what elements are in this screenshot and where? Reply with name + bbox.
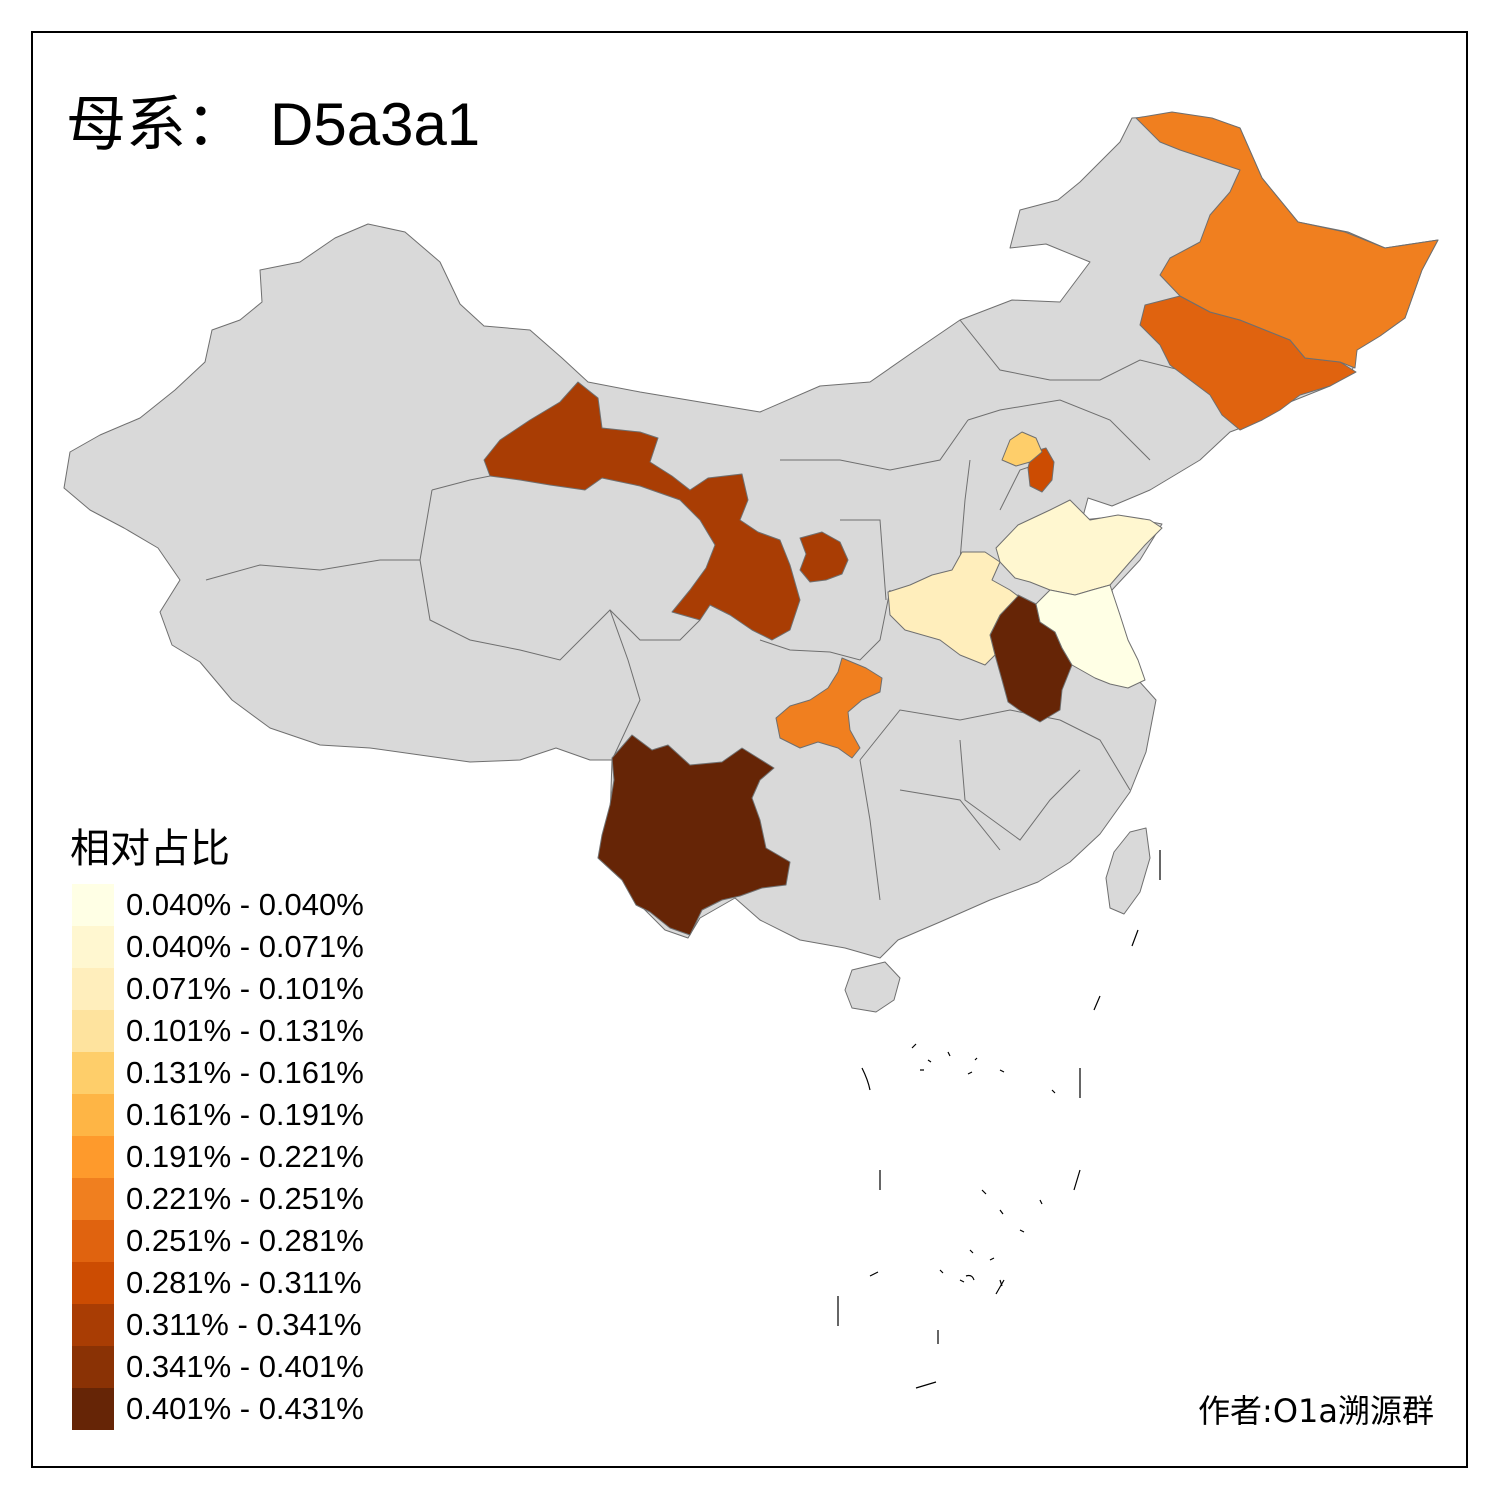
legend-label: 0.101% - 0.131% bbox=[126, 1013, 364, 1048]
hainan-island bbox=[844, 961, 901, 1013]
region-jiangsu bbox=[1035, 584, 1146, 689]
legend-swatch bbox=[72, 1346, 114, 1388]
region-yunnan bbox=[597, 734, 791, 936]
legend-swatch bbox=[72, 968, 114, 1010]
map-title: 母系： D5a3a1 bbox=[66, 76, 480, 163]
legend-swatch bbox=[72, 1178, 114, 1220]
author-credit: 作者:O1a溯源群 bbox=[1198, 1392, 1434, 1430]
legend-row: 0.040% - 0.071% bbox=[72, 926, 364, 968]
legend-row: 0.071% - 0.101% bbox=[72, 968, 364, 1010]
legend-label: 0.040% - 0.071% bbox=[126, 929, 364, 964]
region-shandong bbox=[995, 499, 1163, 596]
region-chongqing bbox=[775, 657, 883, 759]
legend-swatch bbox=[72, 884, 114, 926]
legend-row: 0.311% - 0.341% bbox=[72, 1304, 364, 1346]
legend-row: 0.101% - 0.131% bbox=[72, 1010, 364, 1052]
south-sea-islets bbox=[837, 850, 1161, 1389]
legend-swatch bbox=[72, 1388, 114, 1430]
legend-row: 0.251% - 0.281% bbox=[72, 1220, 364, 1262]
legend-label: 0.191% - 0.221% bbox=[126, 1139, 364, 1174]
region-heilongjiang bbox=[1135, 111, 1439, 369]
region-ningxia bbox=[799, 531, 849, 583]
legend-label: 0.401% - 0.431% bbox=[126, 1391, 364, 1426]
legend-row: 0.040% - 0.040% bbox=[72, 884, 364, 926]
haplogroup-name: D5a3a1 bbox=[270, 91, 481, 158]
legend-row: 0.281% - 0.311% bbox=[72, 1262, 364, 1304]
legend-label: 0.251% - 0.281% bbox=[126, 1223, 364, 1258]
region-beijing bbox=[1001, 431, 1043, 467]
legend-swatch bbox=[72, 1262, 114, 1304]
legend-swatch bbox=[72, 1052, 114, 1094]
legend-row: 0.221% - 0.251% bbox=[72, 1178, 364, 1220]
legend-label: 0.341% - 0.401% bbox=[126, 1349, 364, 1384]
title-prefix: 母系： bbox=[66, 90, 246, 160]
legend-label: 0.221% - 0.251% bbox=[126, 1181, 364, 1216]
legend-swatch bbox=[72, 1094, 114, 1136]
legend-row: 0.191% - 0.221% bbox=[72, 1136, 364, 1178]
map-frame bbox=[31, 31, 1468, 1468]
legend-row: 0.401% - 0.431% bbox=[72, 1388, 364, 1430]
legend-swatch bbox=[72, 1010, 114, 1052]
legend-swatch bbox=[72, 1136, 114, 1178]
legend-label: 0.281% - 0.311% bbox=[126, 1265, 362, 1300]
legend-title: 相对占比 bbox=[70, 826, 230, 872]
legend: 0.040% - 0.040% 0.040% - 0.071% 0.071% - 0… bbox=[72, 884, 364, 1430]
legend-row: 0.161% - 0.191% bbox=[72, 1094, 364, 1136]
legend-row: 0.341% - 0.401% bbox=[72, 1346, 364, 1388]
legend-swatch bbox=[72, 1220, 114, 1262]
region-tianjin bbox=[1027, 447, 1055, 493]
legend-label: 0.131% - 0.161% bbox=[126, 1055, 364, 1090]
legend-label: 0.311% - 0.341% bbox=[126, 1307, 362, 1342]
legend-label: 0.071% - 0.101% bbox=[126, 971, 364, 1006]
legend-row: 0.131% - 0.161% bbox=[72, 1052, 364, 1094]
region-gansu bbox=[483, 381, 801, 641]
legend-swatch bbox=[72, 926, 114, 968]
taiwan-island bbox=[1105, 827, 1151, 915]
region-henan bbox=[887, 551, 1019, 666]
legend-swatch bbox=[72, 1304, 114, 1346]
legend-label: 0.040% - 0.040% bbox=[126, 887, 364, 922]
legend-label: 0.161% - 0.191% bbox=[126, 1097, 364, 1132]
